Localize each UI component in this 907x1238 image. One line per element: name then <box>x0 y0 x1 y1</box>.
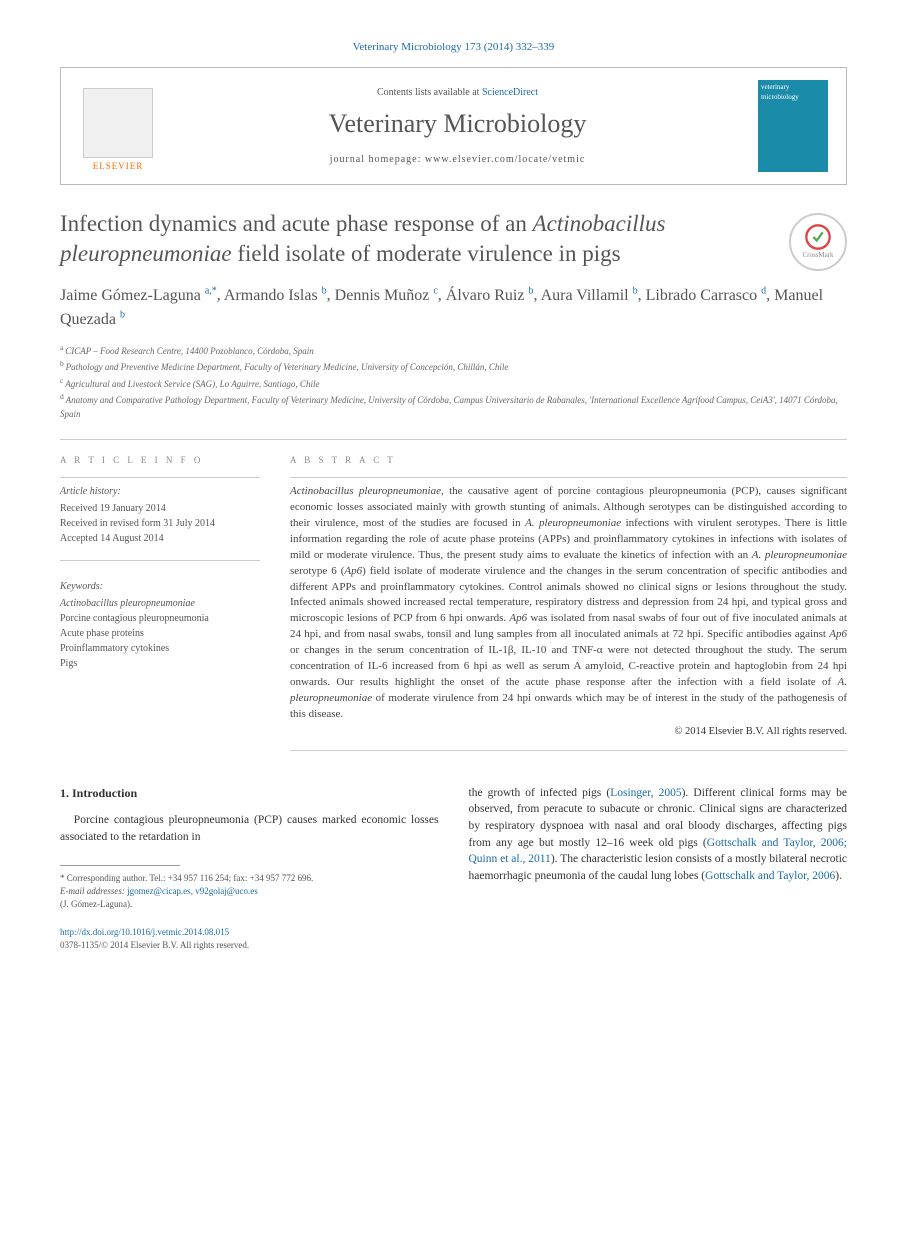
affil-key: c <box>60 376 65 385</box>
citation-line: Veterinary Microbiology 173 (2014) 332–3… <box>60 40 847 55</box>
author-affil-marker: b <box>633 285 638 296</box>
ref-link-1[interactable]: Losinger, 2005 <box>610 787 681 799</box>
revised-date: Received in revised form 31 July 2014 <box>60 516 260 531</box>
author-affil-marker: b <box>528 285 533 296</box>
corresponding-author: * Corresponding author. Tel.: +34 957 11… <box>60 872 439 885</box>
author: Aura Villamil b <box>541 287 638 304</box>
abstract-span: Ap6 <box>344 565 362 577</box>
abstract-span: Ap6 <box>829 628 847 640</box>
body-columns: 1. Introduction Porcine contagious pleur… <box>60 785 847 953</box>
email-link-1[interactable]: jgomez@cicap.es <box>127 886 191 896</box>
author: Armando Islas b <box>224 287 327 304</box>
body-col-left: 1. Introduction Porcine contagious pleur… <box>60 785 439 953</box>
journal-name: Veterinary Microbiology <box>175 106 740 142</box>
abstract-span: Actinobacillus pleuropneumoniae <box>290 485 441 497</box>
abstract-span: A. pleuropneumoniae <box>752 549 847 561</box>
authors-line: Jaime Gómez-Laguna a,*, Armando Islas b,… <box>60 283 847 332</box>
article-title: Infection dynamics and acute phase respo… <box>60 209 847 269</box>
bottom-info: http://dx.doi.org/10.1016/j.vetmic.2014.… <box>60 926 439 952</box>
keyword: Acute phase proteins <box>60 626 260 641</box>
title-part3: field isolate of moderate virulence in p… <box>232 241 621 266</box>
header-center: Contents lists available at ScienceDirec… <box>175 86 740 166</box>
title-block: Infection dynamics and acute phase respo… <box>60 209 847 269</box>
title-part1: Infection dynamics and acute phase respo… <box>60 211 533 236</box>
intro-heading: 1. Introduction <box>60 785 439 802</box>
intro-para-left: Porcine contagious pleuropneumonia (PCP)… <box>60 812 439 845</box>
author-affil-marker: a,* <box>205 285 217 296</box>
affiliation-line: d Anatomy and Comparative Pathology Depa… <box>60 391 847 421</box>
received-date: Received 19 January 2014 <box>60 501 260 516</box>
cover-text: veterinary microbiology <box>758 80 828 106</box>
abstract-span: Ap6 <box>509 612 527 624</box>
affil-key: a <box>60 343 65 352</box>
article-history: Article history: Received 19 January 201… <box>60 484 260 546</box>
keywords-label: Keywords: <box>60 579 260 594</box>
intro-r-1: the growth of infected pigs ( <box>469 787 611 799</box>
history-label: Article history: <box>60 484 260 499</box>
divider <box>60 439 847 440</box>
abstract-text: Actinobacillus pleuropneumoniae, the cau… <box>290 484 847 723</box>
author: Álvaro Ruiz b <box>446 287 534 304</box>
intro-para-right: the growth of infected pigs (Losinger, 2… <box>469 785 848 885</box>
elsevier-tree-icon <box>83 88 153 158</box>
ref-link-3[interactable]: Gottschalk and Taylor, 2006 <box>705 870 835 882</box>
homepage-line: journal homepage: www.elsevier.com/locat… <box>175 153 740 167</box>
abstract-span: or changes in the serum concentration of… <box>290 644 847 688</box>
abstract-copyright: © 2014 Elsevier B.V. All rights reserved… <box>290 725 847 740</box>
contents-prefix: Contents lists available at <box>377 87 482 98</box>
author-affil-marker: b <box>120 310 125 321</box>
footnote-author: (J. Gómez-Laguna). <box>60 898 439 911</box>
abstract-span: serotype 6 ( <box>290 565 344 577</box>
elsevier-logo: ELSEVIER <box>79 80 157 172</box>
footnotes: * Corresponding author. Tel.: +34 957 11… <box>60 872 439 910</box>
affil-key: d <box>60 392 66 401</box>
crossmark-badge[interactable]: CrossMark <box>789 213 847 271</box>
keyword: Pigs <box>60 656 260 671</box>
affiliation-line: a CICAP – Food Research Centre, 14400 Po… <box>60 342 847 359</box>
affiliations: a CICAP – Food Research Centre, 14400 Po… <box>60 342 847 422</box>
keyword: Porcine contagious pleuropneumonia <box>60 611 260 626</box>
abstract-span: of moderate virulence from 24 hpi onward… <box>290 692 847 720</box>
intro-r-4: ). <box>835 870 842 882</box>
abstract-label: A B S T R A C T <box>290 454 847 467</box>
doi-link[interactable]: http://dx.doi.org/10.1016/j.vetmic.2014.… <box>60 927 229 937</box>
author: Dennis Muñoz c <box>335 287 438 304</box>
footnote-divider <box>60 865 180 866</box>
affil-key: b <box>60 359 66 368</box>
body-section: 1. Introduction Porcine contagious pleur… <box>60 785 847 953</box>
crossmark-label: CrossMark <box>802 251 833 261</box>
issn-copyright: 0378-1135/© 2014 Elsevier B.V. All right… <box>60 939 439 952</box>
author-affil-marker: c <box>433 285 437 296</box>
keyword: Proinflammatory cytokines <box>60 641 260 656</box>
author-affil-marker: d <box>761 285 766 296</box>
article-info-label: A R T I C L E I N F O <box>60 454 260 467</box>
email-line: E-mail addresses: jgomez@cicap.es, v92go… <box>60 885 439 898</box>
body-col-right: the growth of infected pigs (Losinger, 2… <box>469 785 848 953</box>
journal-cover-thumb: veterinary microbiology <box>758 80 828 172</box>
email-link-2[interactable]: v92golaj@uco.es <box>195 886 258 896</box>
contents-line: Contents lists available at ScienceDirec… <box>175 86 740 100</box>
author: Librado Carrasco d <box>646 287 767 304</box>
elsevier-label: ELSEVIER <box>93 160 144 173</box>
author: Jaime Gómez-Laguna a,* <box>60 287 217 304</box>
abstract-col: A B S T R A C T Actinobacillus pleuropne… <box>290 454 847 756</box>
author-affil-marker: b <box>322 285 327 296</box>
article-info-col: A R T I C L E I N F O Article history: R… <box>60 454 260 756</box>
sciencedirect-link[interactable]: ScienceDirect <box>482 87 538 98</box>
accepted-date: Accepted 14 August 2014 <box>60 531 260 546</box>
info-abstract-row: A R T I C L E I N F O Article history: R… <box>60 454 847 756</box>
journal-header-box: ELSEVIER Contents lists available at Sci… <box>60 67 847 185</box>
keywords-block: Keywords: Actinobacillus pleuropneumonia… <box>60 579 260 671</box>
affiliation-line: c Agricultural and Livestock Service (SA… <box>60 375 847 392</box>
email-label: E-mail addresses: <box>60 886 127 896</box>
crossmark-icon <box>804 223 832 251</box>
affiliation-line: b Pathology and Preventive Medicine Depa… <box>60 358 847 375</box>
keyword: Actinobacillus pleuropneumoniae <box>60 596 260 611</box>
abstract-span: A. pleuropneumoniae <box>525 517 621 529</box>
